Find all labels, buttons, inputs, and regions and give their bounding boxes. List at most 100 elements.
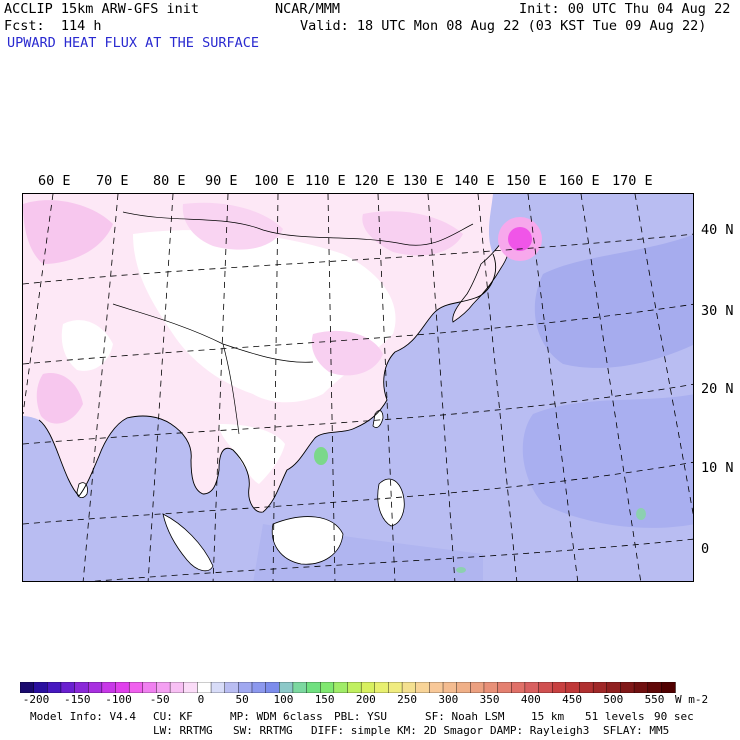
flux-hotspot-core [508,227,532,251]
colorbar-swatch [115,682,130,693]
colorbar-swatch [374,682,390,693]
colorbar-swatch [333,682,349,693]
colorbar-swatch [497,682,512,693]
colorbar-tick-label: 300 [438,693,459,706]
colorbar-swatch [579,682,594,693]
colorbar-tick-label: -100 [105,693,132,706]
colorbar-swatch [360,682,376,693]
colorbar-swatch [210,682,226,693]
colorbar-swatch [429,682,444,693]
colorbar-swatch [306,682,321,693]
colorbar-swatch [388,682,403,693]
colorbar-swatch [415,682,431,693]
colorbar-swatch [565,682,581,693]
colorbar-swatch [265,682,280,693]
colorbar-swatch [442,682,458,693]
field-title: UPWARD HEAT FLUX AT THE SURFACE [7,35,259,51]
country-border [112,303,314,363]
colorbar-tick-label: 250 [397,693,418,706]
country-border [222,343,240,435]
colorbar-swatch [592,682,608,693]
land-high-flux-patch [311,330,383,376]
colorbar-swatch [128,682,144,693]
init-time: Init: 00 UTC Thu 04 Aug 22 [519,1,731,17]
sumatra [162,513,214,572]
cumulus-scheme: CU: KF [153,710,193,723]
colorbar-swatch [101,682,117,693]
microphysics-scheme: MP: WDM 6class [230,710,323,723]
colorbar-swatch [292,682,308,693]
flux-positive-spot [456,567,466,573]
colorbar-swatch [279,682,294,693]
land-high-flux-patch [23,200,113,264]
ocean-flux-patch [534,234,693,368]
land-high-flux-patch [362,211,463,256]
km-scheme: KM: 2D Smagor [397,724,484,737]
colorbar-swatch [47,682,62,693]
lon-label-110e: 110 E [305,173,346,189]
colorbar-tick-label: 450 [562,693,582,706]
colorbar [20,682,676,693]
lon-label-80e: 80 E [153,173,186,189]
colorbar-swatch [538,682,553,693]
colorbar-swatch [551,682,567,693]
lon-label-150e: 150 E [506,173,547,189]
colorbar-swatch [20,682,35,693]
colorbar-swatch [156,682,171,693]
colorbar-swatch [524,682,540,693]
colorbar-tick-label: 100 [273,693,294,706]
resolution: 15 km [531,710,565,723]
colorbar-tick-label: 400 [520,693,541,706]
colorbar-tick-label: 350 [479,693,500,706]
lon-label-70e: 70 E [96,173,129,189]
colorbar-swatch [33,682,48,693]
colorbar-swatch [60,682,76,693]
forecast-hour: Fcst: 114 h [4,18,102,34]
colorbar-swatch [347,682,362,693]
colorbar-tick-label: 500 [603,693,624,706]
lon-label-90e: 90 E [205,173,238,189]
lon-label-100e: 100 E [254,173,295,189]
time-step: 90 sec [654,710,694,723]
colorbar-tick-label: -50 [149,693,170,706]
colorbar-swatch [88,682,103,693]
heat-flux-map [22,193,694,582]
land-high-flux-patch [182,202,283,250]
borneo [271,516,344,565]
surface-layer-scheme: SFLAY: MM5 [603,724,670,737]
land-low-flux [61,320,113,371]
colorbar-tick-label: 50 [235,693,249,706]
philippines [377,478,405,527]
colorbar-tick-label: 550 [644,693,665,706]
colorbar-swatch [661,682,676,693]
lon-label-60e: 60 E [38,173,71,189]
land-low-flux [219,424,285,484]
flux-positive-spot [636,508,646,520]
flux-positive-spot [314,447,328,465]
colorbar-tick-label: -150 [63,693,91,706]
surface-scheme: SF: Noah LSM [425,710,505,723]
graticule [23,194,693,581]
colorbar-swatch [511,682,526,693]
land-high-flux-patch [36,373,83,424]
lat-label-20n: 20 N [701,381,734,397]
lat-label-10n: 10 N [701,460,734,476]
lon-label-130e: 130 E [403,173,444,189]
colorbar-swatch [606,682,622,693]
colorbar-swatch [183,682,199,693]
colorbar-tick-label: 200 [355,693,376,706]
pbl-scheme: PBL: YSU [334,710,387,723]
lon-label-170e: 170 E [612,173,653,189]
vertical-levels: 51 levels [585,710,645,723]
colorbar-swatch [320,682,335,693]
colorbar-swatch [470,682,485,693]
lat-label-40n: 40 N [701,222,734,238]
colorbar-tick-label: -200 [22,693,50,706]
colorbar-tick-label: 0 [197,693,205,706]
damping-scheme: DAMP: Rayleigh3 [490,724,590,737]
colorbar-swatch [224,682,240,693]
colorbar-swatch [142,682,158,693]
colorbar-unit: W m-2 [675,693,709,706]
experiment-title: ACCLIP 15km ARW-GFS init [4,1,200,17]
map-canvas [23,194,693,581]
